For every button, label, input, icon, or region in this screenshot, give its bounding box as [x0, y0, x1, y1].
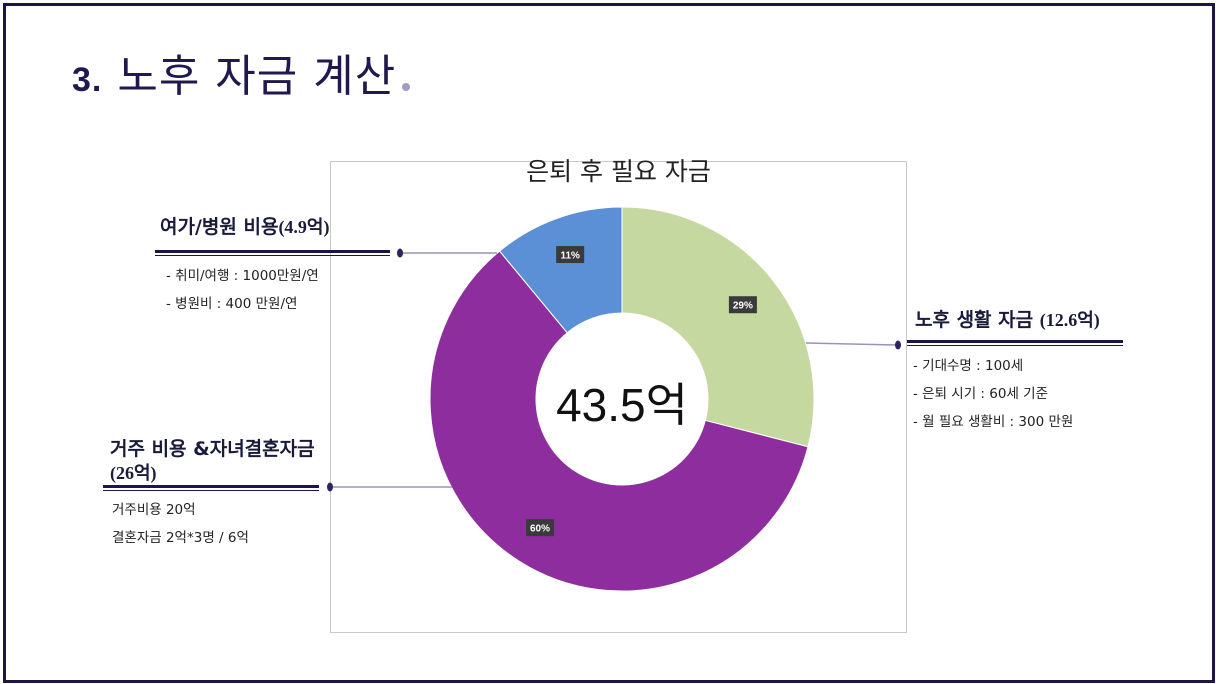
detail-line: - 기대수명 : 100세 [913, 358, 1024, 374]
callout-leisure-title: 여가/병원 비용 [160, 216, 279, 238]
page-title: 3. 노후 자금 계산 [72, 40, 411, 104]
callout-living-rule [907, 340, 1123, 346]
connector-dot-icon [895, 340, 901, 350]
detail-line: 거주비용 20억 [112, 502, 196, 518]
callout-leisure-amount: (4.9억) [278, 217, 330, 237]
callout-living-heading: 노후 생활 자금 (12.6억) [915, 308, 1100, 332]
data-label-box [556, 246, 585, 264]
detail-line: - 월 필요 생활비 : 300 만원 [913, 414, 1074, 430]
donut-slice [621, 206, 815, 448]
data-label: 60% [530, 524, 550, 535]
data-label-box [526, 519, 555, 537]
data-label: 11% [560, 251, 580, 262]
center-total-label: 43.5억 [556, 379, 688, 431]
detail-line: - 병원비 : 400 만원/연 [166, 296, 298, 312]
data-label: 29% [733, 301, 753, 312]
callout-living-amount: (12.6억) [1039, 310, 1100, 330]
connector-dot-icon [397, 248, 403, 258]
title-text: 노후 자금 계산 [117, 51, 397, 102]
connector-line [805, 342, 899, 346]
callout-living: 노후 생활 자금 (12.6억) [915, 308, 1100, 332]
donut-slice [498, 206, 623, 334]
detail-line: 결혼자금 2억*3명 / 6억 [112, 530, 249, 546]
callout-living-details: - 기대수명 : 100세 - 은퇴 시기 : 60세 기준 - 월 필요 생활… [913, 352, 1073, 436]
connector-dot-icon [327, 482, 333, 492]
callout-housing-title: 거주 비용 &자녀결혼자금 [110, 438, 315, 460]
chart-title: 은퇴 후 필요 자금 [526, 157, 711, 186]
callout-housing-details: 거주비용 20억 결혼자금 2억*3명 / 6억 [112, 496, 249, 552]
callout-housing-rule [103, 485, 319, 491]
callout-housing: 거주 비용 &자녀결혼자금 (26억) [110, 437, 340, 485]
callout-leisure-rule [155, 250, 390, 256]
detail-line: - 은퇴 시기 : 60세 기준 [913, 386, 1048, 402]
detail-line: - 취미/여행 : 1000만원/연 [166, 268, 319, 284]
callout-leisure: 여가/병원 비용(4.9억) [160, 215, 330, 239]
callout-housing-amount: (26억) [110, 463, 157, 483]
chart-frame [330, 161, 907, 633]
title-dot-icon [402, 83, 411, 91]
title-number: 3. [72, 61, 103, 99]
data-label-box [728, 296, 757, 314]
donut-slice [429, 250, 809, 592]
callout-living-title: 노후 생활 자금 [915, 309, 1034, 331]
callout-leisure-heading: 여가/병원 비용(4.9억) [160, 215, 330, 239]
callout-leisure-details: - 취미/여행 : 1000만원/연 - 병원비 : 400 만원/연 [166, 262, 319, 318]
